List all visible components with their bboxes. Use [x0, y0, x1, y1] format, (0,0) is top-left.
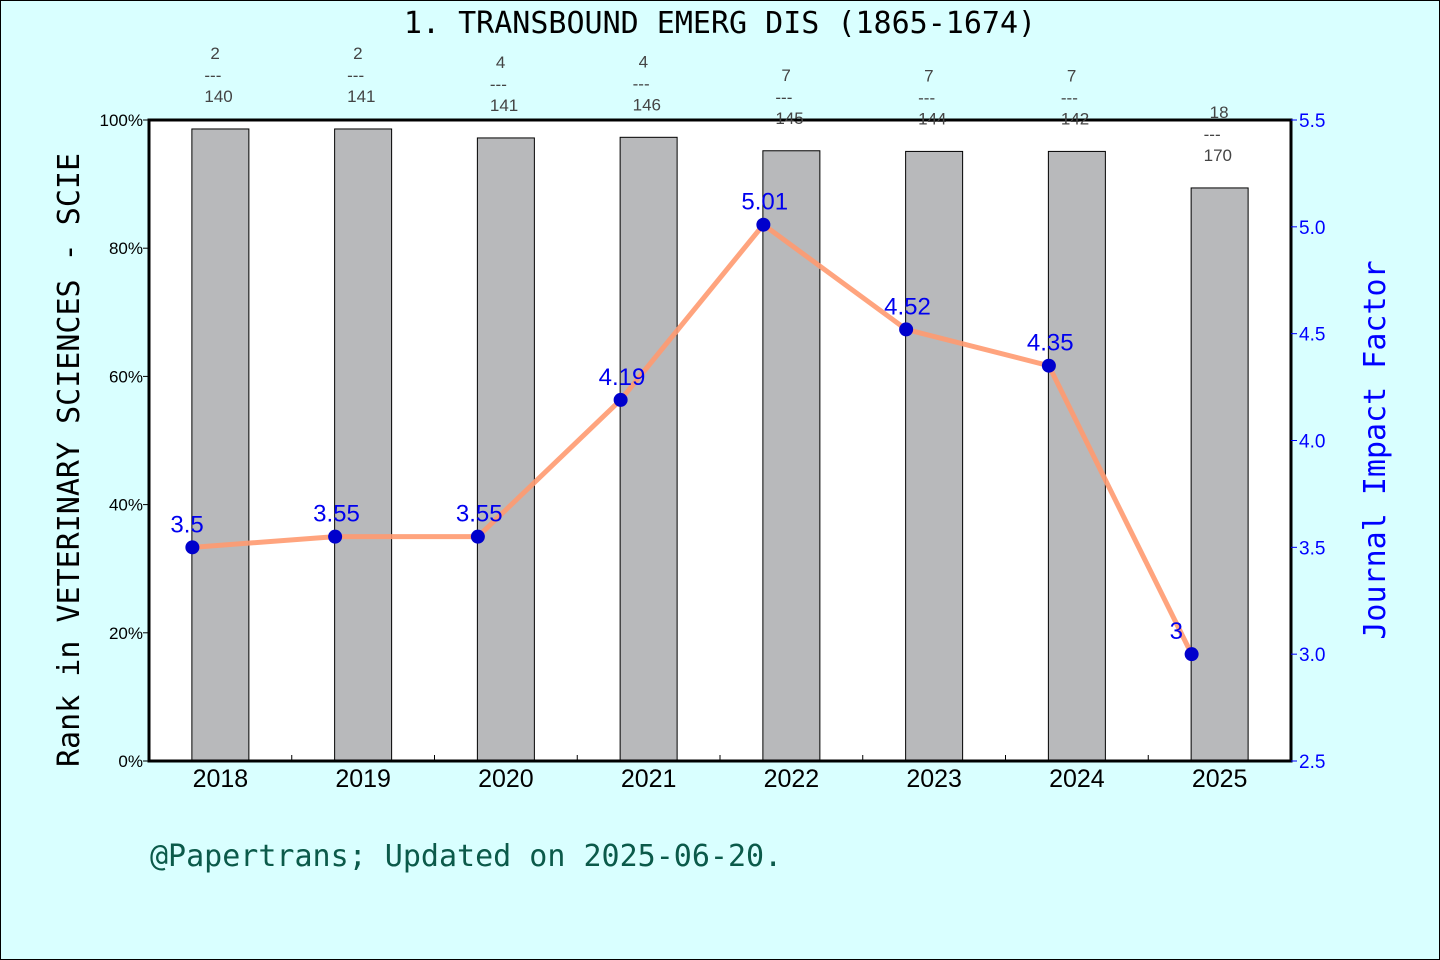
bar-2021	[619, 136, 678, 762]
x-tick-label: 2020	[478, 765, 534, 793]
left-tick-label: 40%	[109, 496, 143, 515]
impact-factor-point-2022	[756, 217, 771, 232]
rank-total-label: 146	[633, 95, 661, 114]
rank-separator: ---	[204, 66, 221, 85]
impact-factor-label: 5.01	[741, 189, 788, 216]
rank-label: 2	[210, 44, 219, 63]
rank-separator: ---	[1061, 88, 1078, 107]
right-tick-label: 4.0	[1299, 432, 1325, 453]
bar-2019	[334, 128, 393, 762]
x-tick-label: 2022	[764, 765, 820, 793]
bar-2024	[1047, 150, 1106, 762]
plot-area	[149, 120, 1291, 761]
impact-factor-label: 4.52	[884, 293, 931, 320]
bar-2022	[762, 150, 821, 762]
left-tick-label: 0%	[118, 752, 143, 771]
x-tick-label: 2024	[1049, 765, 1105, 793]
right-tick-label: 5.5	[1299, 111, 1325, 132]
impact-factor-point-2019	[328, 529, 343, 544]
rank-separator: ---	[775, 88, 792, 107]
left-tick-label: 80%	[109, 239, 143, 258]
x-tick-label: 2023	[906, 765, 962, 793]
left-axis-label: Rank in VETERINARY SCIENCES - SCIE	[52, 153, 87, 767]
right-tick-label: 2.5	[1299, 752, 1325, 773]
bar-2025	[1190, 187, 1249, 762]
x-tick-label: 2018	[193, 765, 249, 793]
rank-label: 2	[353, 44, 362, 63]
impact-factor-point-2025	[1184, 647, 1199, 662]
x-tick-label: 2021	[621, 765, 677, 793]
right-tick-label: 3.5	[1299, 538, 1325, 559]
impact-factor-point-2018	[185, 540, 200, 555]
right-axis-label: Journal Impact Factor	[1358, 260, 1393, 639]
rank-label: 7	[1067, 66, 1076, 85]
impact-factor-point-2020	[470, 529, 485, 544]
rank-separator: ---	[347, 66, 364, 85]
impact-factor-point-2021	[613, 392, 628, 407]
rank-label: 4	[496, 53, 505, 72]
rank-label: 7	[781, 66, 790, 85]
impact-factor-label: 4.19	[599, 364, 646, 391]
rank-total-label: 141	[490, 96, 518, 115]
left-tick-label: 20%	[109, 624, 143, 643]
rank-separator: ---	[918, 88, 935, 107]
impact-factor-point-2023	[899, 322, 914, 337]
left-tick-label: 60%	[109, 367, 143, 386]
left-tick-label: 100%	[100, 111, 143, 130]
right-tick-label: 3.0	[1299, 645, 1325, 666]
rank-total-label: 141	[347, 87, 375, 106]
impact-factor-label: 4.35	[1027, 330, 1074, 357]
impact-factor-line	[192, 221, 1194, 656]
rank-label: 18	[1210, 103, 1229, 122]
rank-total-label: 170	[1204, 146, 1232, 165]
right-tick-label: 4.5	[1299, 325, 1325, 346]
rank-separator: ---	[1204, 125, 1221, 144]
bar-2018	[191, 128, 250, 762]
rank-total-label: 140	[204, 87, 232, 106]
bar-2020	[476, 137, 535, 762]
bar-2023	[905, 150, 964, 762]
impact-factor-label: 3.55	[456, 501, 503, 528]
rank-label: 4	[639, 52, 648, 71]
impact-factor-label: 3	[1170, 618, 1183, 645]
x-tick-label: 2025	[1192, 765, 1248, 793]
rank-total-label: 142	[1061, 109, 1089, 128]
impact-factor-label: 3.5	[170, 511, 203, 538]
rank-separator: ---	[490, 75, 507, 94]
chart-title: 1. TRANSBOUND EMERG DIS (1865-1674)	[404, 6, 1036, 41]
rank-separator: ---	[633, 74, 650, 93]
x-tick-label: 2019	[335, 765, 391, 793]
footer-credit: @Papertrans; Updated on 2025-06-20.	[150, 839, 782, 874]
impact-factor-label: 3.55	[313, 501, 360, 528]
rank-total-label: 144	[918, 109, 946, 128]
right-tick-label: 5.0	[1299, 218, 1325, 239]
rank-label: 7	[924, 66, 933, 85]
rank-total-label: 145	[775, 109, 803, 128]
impact-factor-point-2024	[1041, 358, 1056, 373]
